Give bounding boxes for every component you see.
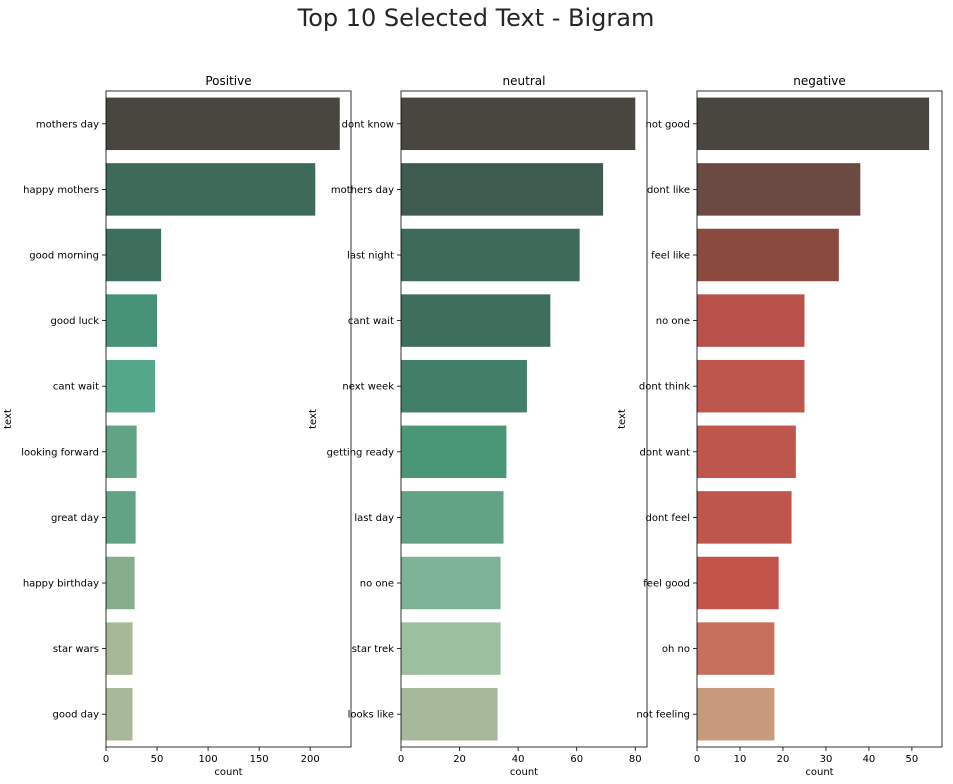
x-tick-label: 10 bbox=[734, 754, 747, 765]
subplot-title: negative bbox=[793, 74, 845, 88]
bar-2-1 bbox=[697, 163, 861, 216]
bar-1-4 bbox=[401, 359, 527, 413]
bar-0-2 bbox=[106, 228, 162, 282]
y-tick-label: no one bbox=[360, 579, 394, 590]
x-tick-label: 50 bbox=[906, 754, 919, 765]
bar-1-7 bbox=[401, 556, 501, 610]
panel-2: not good dont like feel like no one dont thi… bbox=[617, 74, 943, 778]
y-tick-label: mothers day bbox=[331, 185, 394, 196]
bar-2-8 bbox=[697, 622, 775, 675]
axes-frame-2 bbox=[696, 90, 943, 748]
y-tick-label: not feeling bbox=[636, 710, 690, 721]
y-tick-label: looking forward bbox=[21, 447, 99, 458]
bar-1-3 bbox=[401, 294, 551, 347]
bar-0-4 bbox=[106, 359, 155, 413]
y-tick-label: no one bbox=[656, 316, 690, 327]
y-tick-label: good morning bbox=[29, 251, 99, 262]
subplot-title: Positive bbox=[205, 74, 251, 88]
bar-1-9 bbox=[401, 687, 498, 741]
x-tick-label: 50 bbox=[151, 754, 164, 765]
bar-0-6 bbox=[106, 491, 136, 544]
x-tick-label: 40 bbox=[863, 754, 876, 765]
x-tick-label: 40 bbox=[512, 754, 525, 765]
y-axis-label: text bbox=[308, 409, 319, 429]
y-tick-label: dont like bbox=[647, 185, 690, 196]
x-tick-label: 20 bbox=[777, 754, 790, 765]
y-tick-label: dont want bbox=[640, 447, 691, 458]
y-tick-label: star trek bbox=[352, 644, 395, 655]
y-tick-label: dont know bbox=[342, 119, 394, 130]
figure-title: Top 10 Selected Text - Bigram bbox=[297, 4, 655, 32]
y-tick-label: happy birthday bbox=[23, 579, 99, 590]
y-tick-label: dont think bbox=[639, 382, 690, 393]
bar-1-5 bbox=[401, 425, 507, 479]
y-tick-label: feel like bbox=[651, 251, 690, 262]
x-tick-label: 60 bbox=[570, 754, 583, 765]
y-tick-label: happy mothers bbox=[23, 185, 99, 196]
y-tick-label: good luck bbox=[50, 316, 99, 327]
axes-frame-1 bbox=[400, 90, 648, 748]
y-tick-label: oh no bbox=[662, 644, 690, 655]
y-tick-label: star wars bbox=[53, 644, 99, 655]
y-tick-label: next week bbox=[342, 382, 394, 393]
y-axis-label: text bbox=[617, 409, 628, 429]
y-tick-label: mothers day bbox=[36, 119, 99, 130]
y-tick-label: last night bbox=[347, 251, 394, 262]
x-tick-label: 20 bbox=[453, 754, 466, 765]
x-tick-label: 0 bbox=[398, 754, 404, 765]
x-tick-label: 80 bbox=[629, 754, 642, 765]
y-tick-label: feel good bbox=[643, 579, 690, 590]
axes-frame-0 bbox=[105, 90, 352, 748]
y-tick-label: not good bbox=[646, 119, 691, 130]
subplot-title: neutral bbox=[503, 74, 546, 88]
y-tick-label: looks like bbox=[348, 710, 394, 721]
bar-1-6 bbox=[401, 491, 504, 544]
x-tick-label: 30 bbox=[820, 754, 833, 765]
x-tick-label: 150 bbox=[250, 754, 269, 765]
bar-2-9 bbox=[697, 687, 775, 741]
x-axis-label: count bbox=[214, 767, 242, 778]
y-tick-label: getting ready bbox=[327, 447, 395, 458]
bar-2-7 bbox=[697, 556, 779, 610]
bar-0-9 bbox=[106, 687, 133, 741]
y-tick-label: cant wait bbox=[53, 382, 99, 393]
bar-2-5 bbox=[697, 425, 796, 479]
y-axis-label: text bbox=[3, 409, 14, 429]
y-tick-label: good day bbox=[52, 710, 99, 721]
bar-1-8 bbox=[401, 622, 501, 675]
panel-1: dont know mothers day last night cant wait n… bbox=[308, 74, 648, 778]
bar-0-8 bbox=[106, 622, 133, 675]
x-tick-label: 100 bbox=[199, 754, 218, 765]
x-axis-label: count bbox=[805, 767, 833, 778]
y-tick-label: cant wait bbox=[348, 316, 394, 327]
bar-2-6 bbox=[697, 491, 792, 544]
bar-2-3 bbox=[697, 294, 805, 347]
bar-1-2 bbox=[401, 228, 580, 282]
bar-0-3 bbox=[106, 294, 158, 347]
x-tick-label: 0 bbox=[694, 754, 700, 765]
y-tick-label: dont feel bbox=[645, 513, 690, 524]
panel-0: mothers day happy mothers good morning good… bbox=[3, 74, 352, 778]
bar-2-2 bbox=[697, 228, 839, 282]
bar-1-1 bbox=[401, 163, 604, 216]
bar-0-1 bbox=[106, 163, 316, 216]
y-tick-label: last day bbox=[354, 513, 394, 524]
bar-2-4 bbox=[697, 359, 805, 413]
x-tick-label: 200 bbox=[301, 754, 320, 765]
bar-2-0 bbox=[697, 97, 930, 151]
y-tick-label: great day bbox=[51, 513, 99, 524]
bar-0-0 bbox=[106, 97, 340, 151]
x-tick-label: 0 bbox=[103, 754, 109, 765]
x-axis-label: count bbox=[510, 767, 538, 778]
bar-1-0 bbox=[401, 97, 636, 151]
bar-0-7 bbox=[106, 556, 135, 610]
bar-0-5 bbox=[106, 425, 137, 479]
